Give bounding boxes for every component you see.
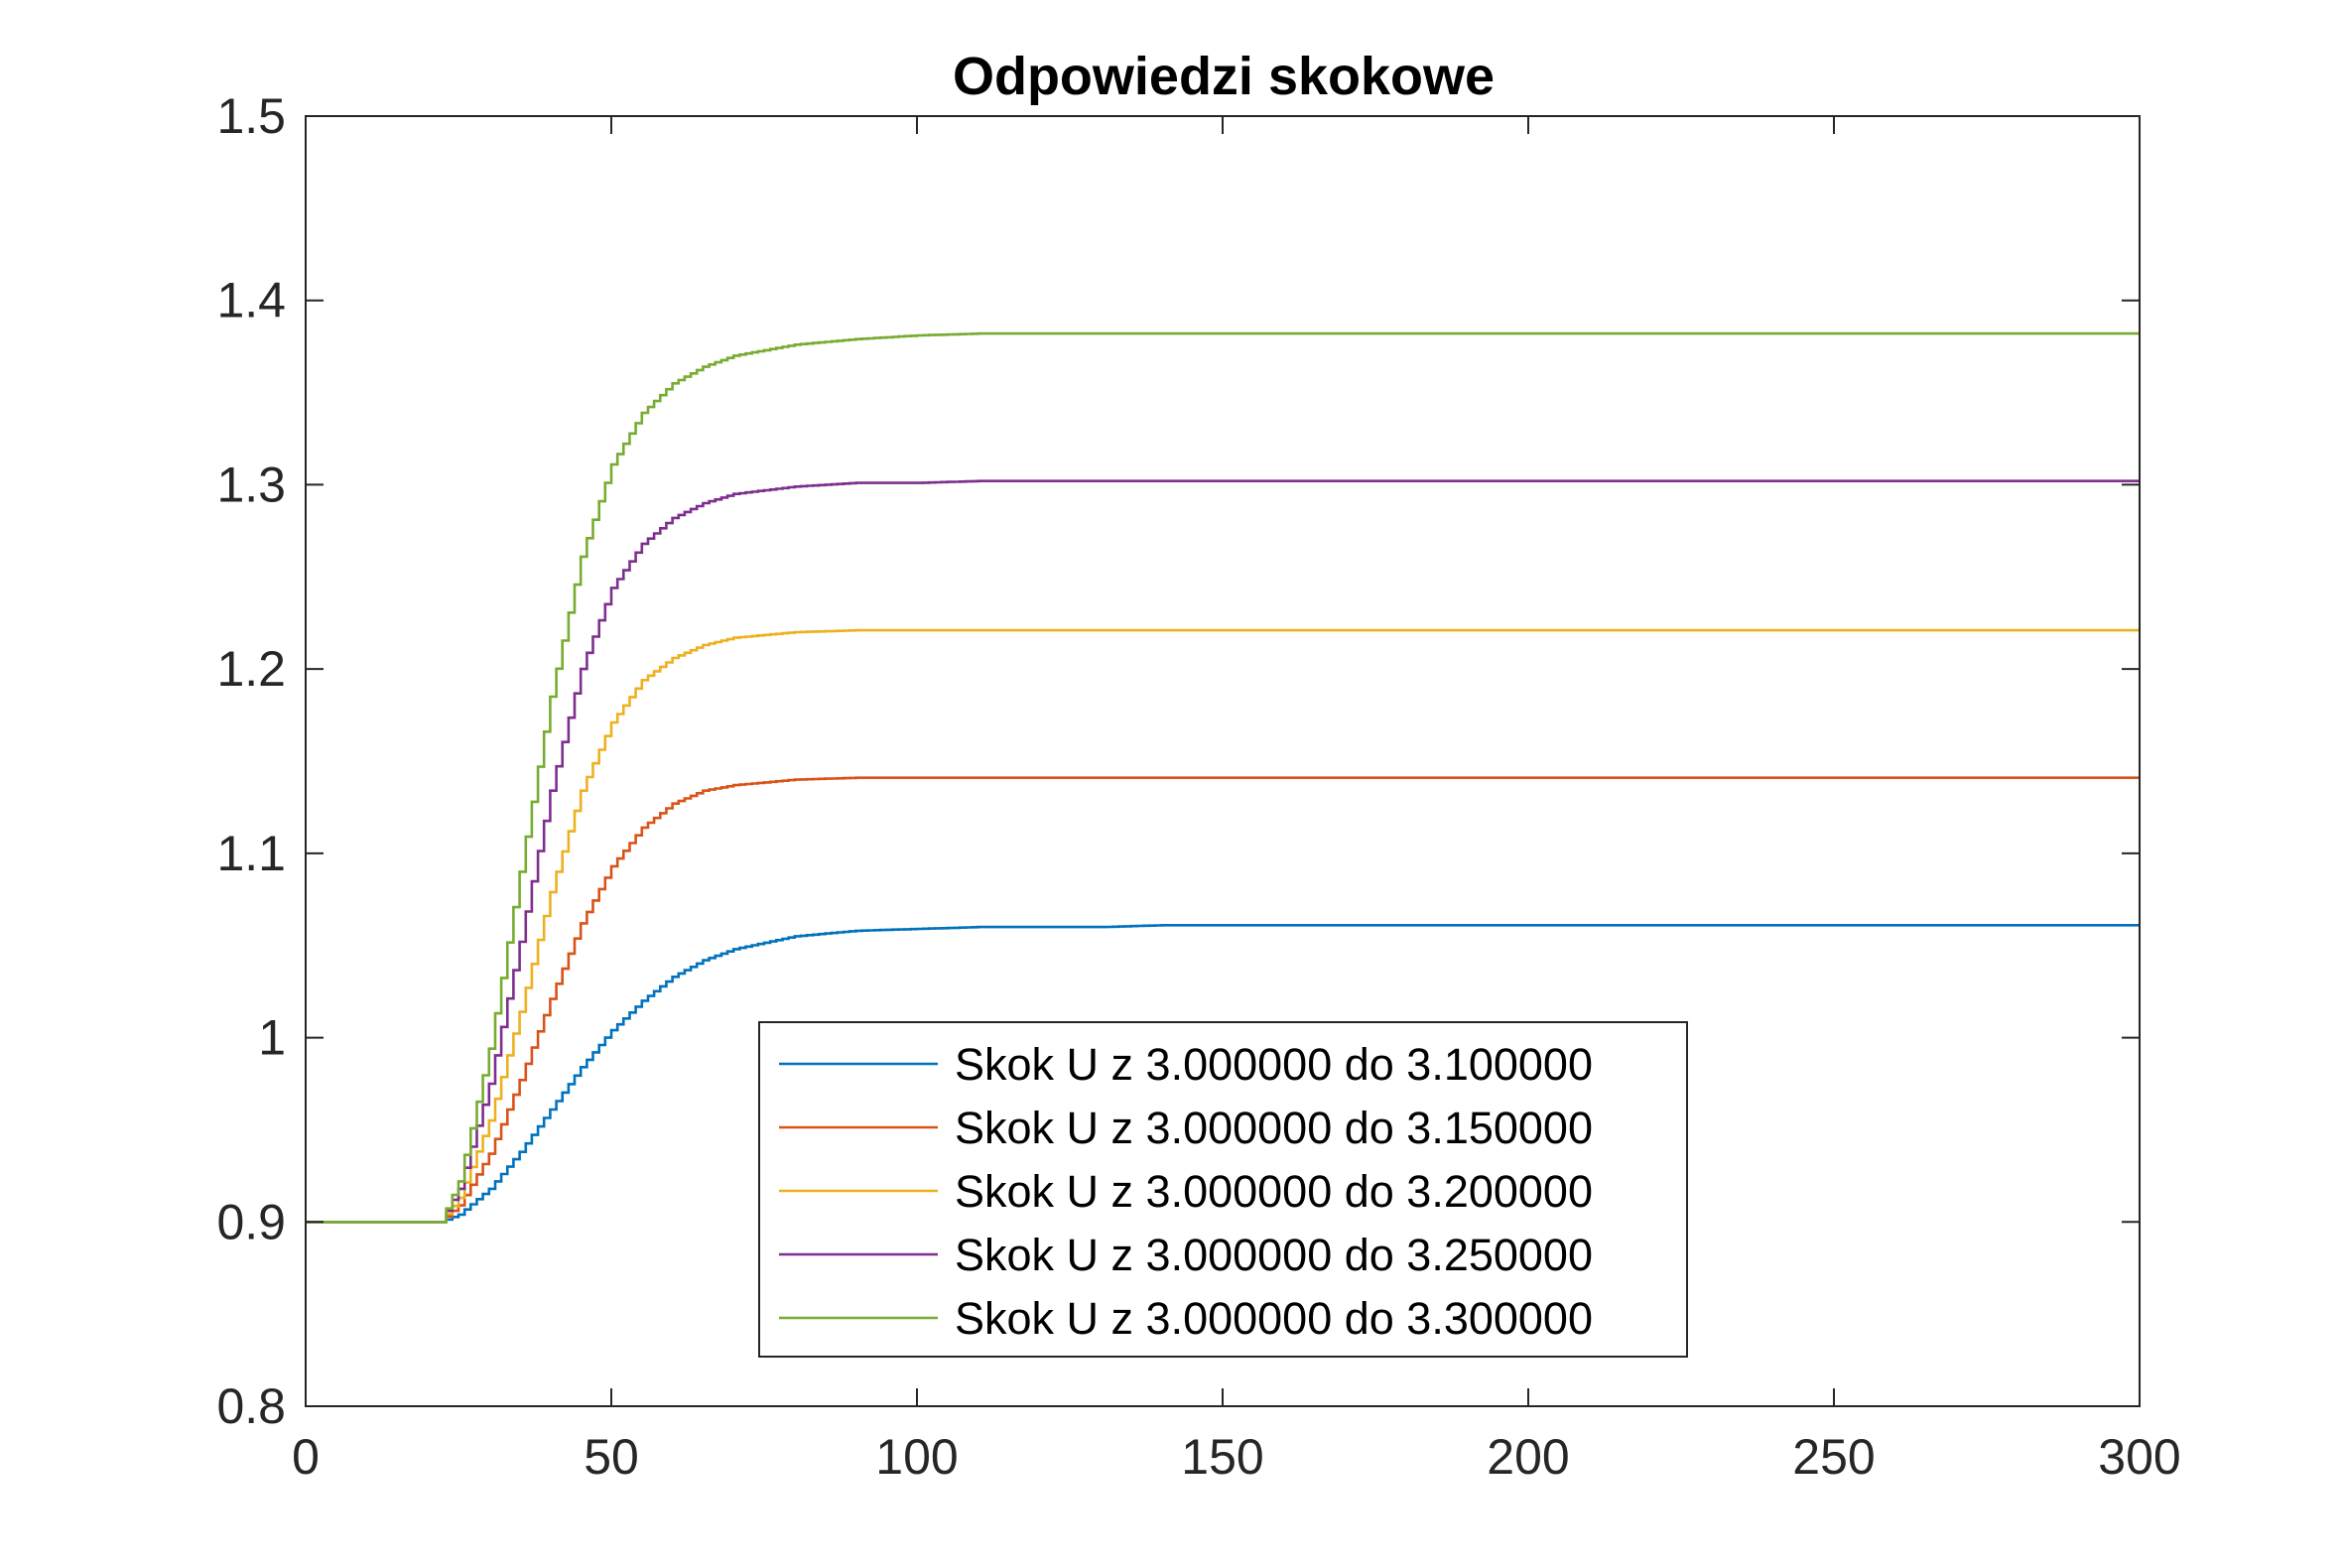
series-line-2 <box>306 776 2140 1224</box>
legend-label-3: Skok U z 3.000000 do 3.200000 <box>955 1166 1593 1217</box>
legend: Skok U z 3.000000 do 3.100000 Skok U z 3.… <box>758 1021 1688 1358</box>
axes-layer: 0 50 100 150 200 250 300 0.8 0.9 1 1.1 1.2 1.3 1.4 1.5 <box>216 88 2180 1485</box>
legend-label-2: Skok U z 3.000000 do 3.150000 <box>955 1103 1593 1153</box>
x-tick-label: 250 <box>1792 1429 1875 1485</box>
x-tick-label: 0 <box>292 1429 320 1485</box>
legend-label-4: Skok U z 3.000000 do 3.250000 <box>955 1230 1593 1280</box>
y-tick-label: 1.2 <box>216 641 286 697</box>
y-tick-label: 1.5 <box>216 88 286 144</box>
series-line-5 <box>306 331 2140 1224</box>
series-line-1 <box>306 924 2140 1224</box>
chart-title: Odpowiedzi skokowe <box>953 47 1495 106</box>
series-layer <box>306 331 2140 1224</box>
y-tick-label: 1 <box>258 1010 286 1066</box>
x-tick-label: 300 <box>2098 1429 2180 1485</box>
x-tick-label: 100 <box>875 1429 958 1485</box>
x-tick-label: 150 <box>1181 1429 1263 1485</box>
x-tick-label: 200 <box>1487 1429 1569 1485</box>
y-tick-label: 0.8 <box>216 1378 286 1434</box>
x-tick-label: 50 <box>584 1429 639 1485</box>
series-line-4 <box>306 479 2140 1224</box>
y-tick-label: 0.9 <box>216 1194 286 1249</box>
y-tick-label: 1.3 <box>216 457 286 512</box>
legend-label-1: Skok U z 3.000000 do 3.100000 <box>955 1039 1593 1090</box>
legend-box <box>758 1021 1688 1358</box>
series-line-3 <box>306 628 2140 1224</box>
legend-label-5: Skok U z 3.000000 do 3.300000 <box>955 1293 1593 1344</box>
y-tick-label: 1.4 <box>216 273 286 328</box>
y-tick-label: 1.1 <box>216 826 286 881</box>
